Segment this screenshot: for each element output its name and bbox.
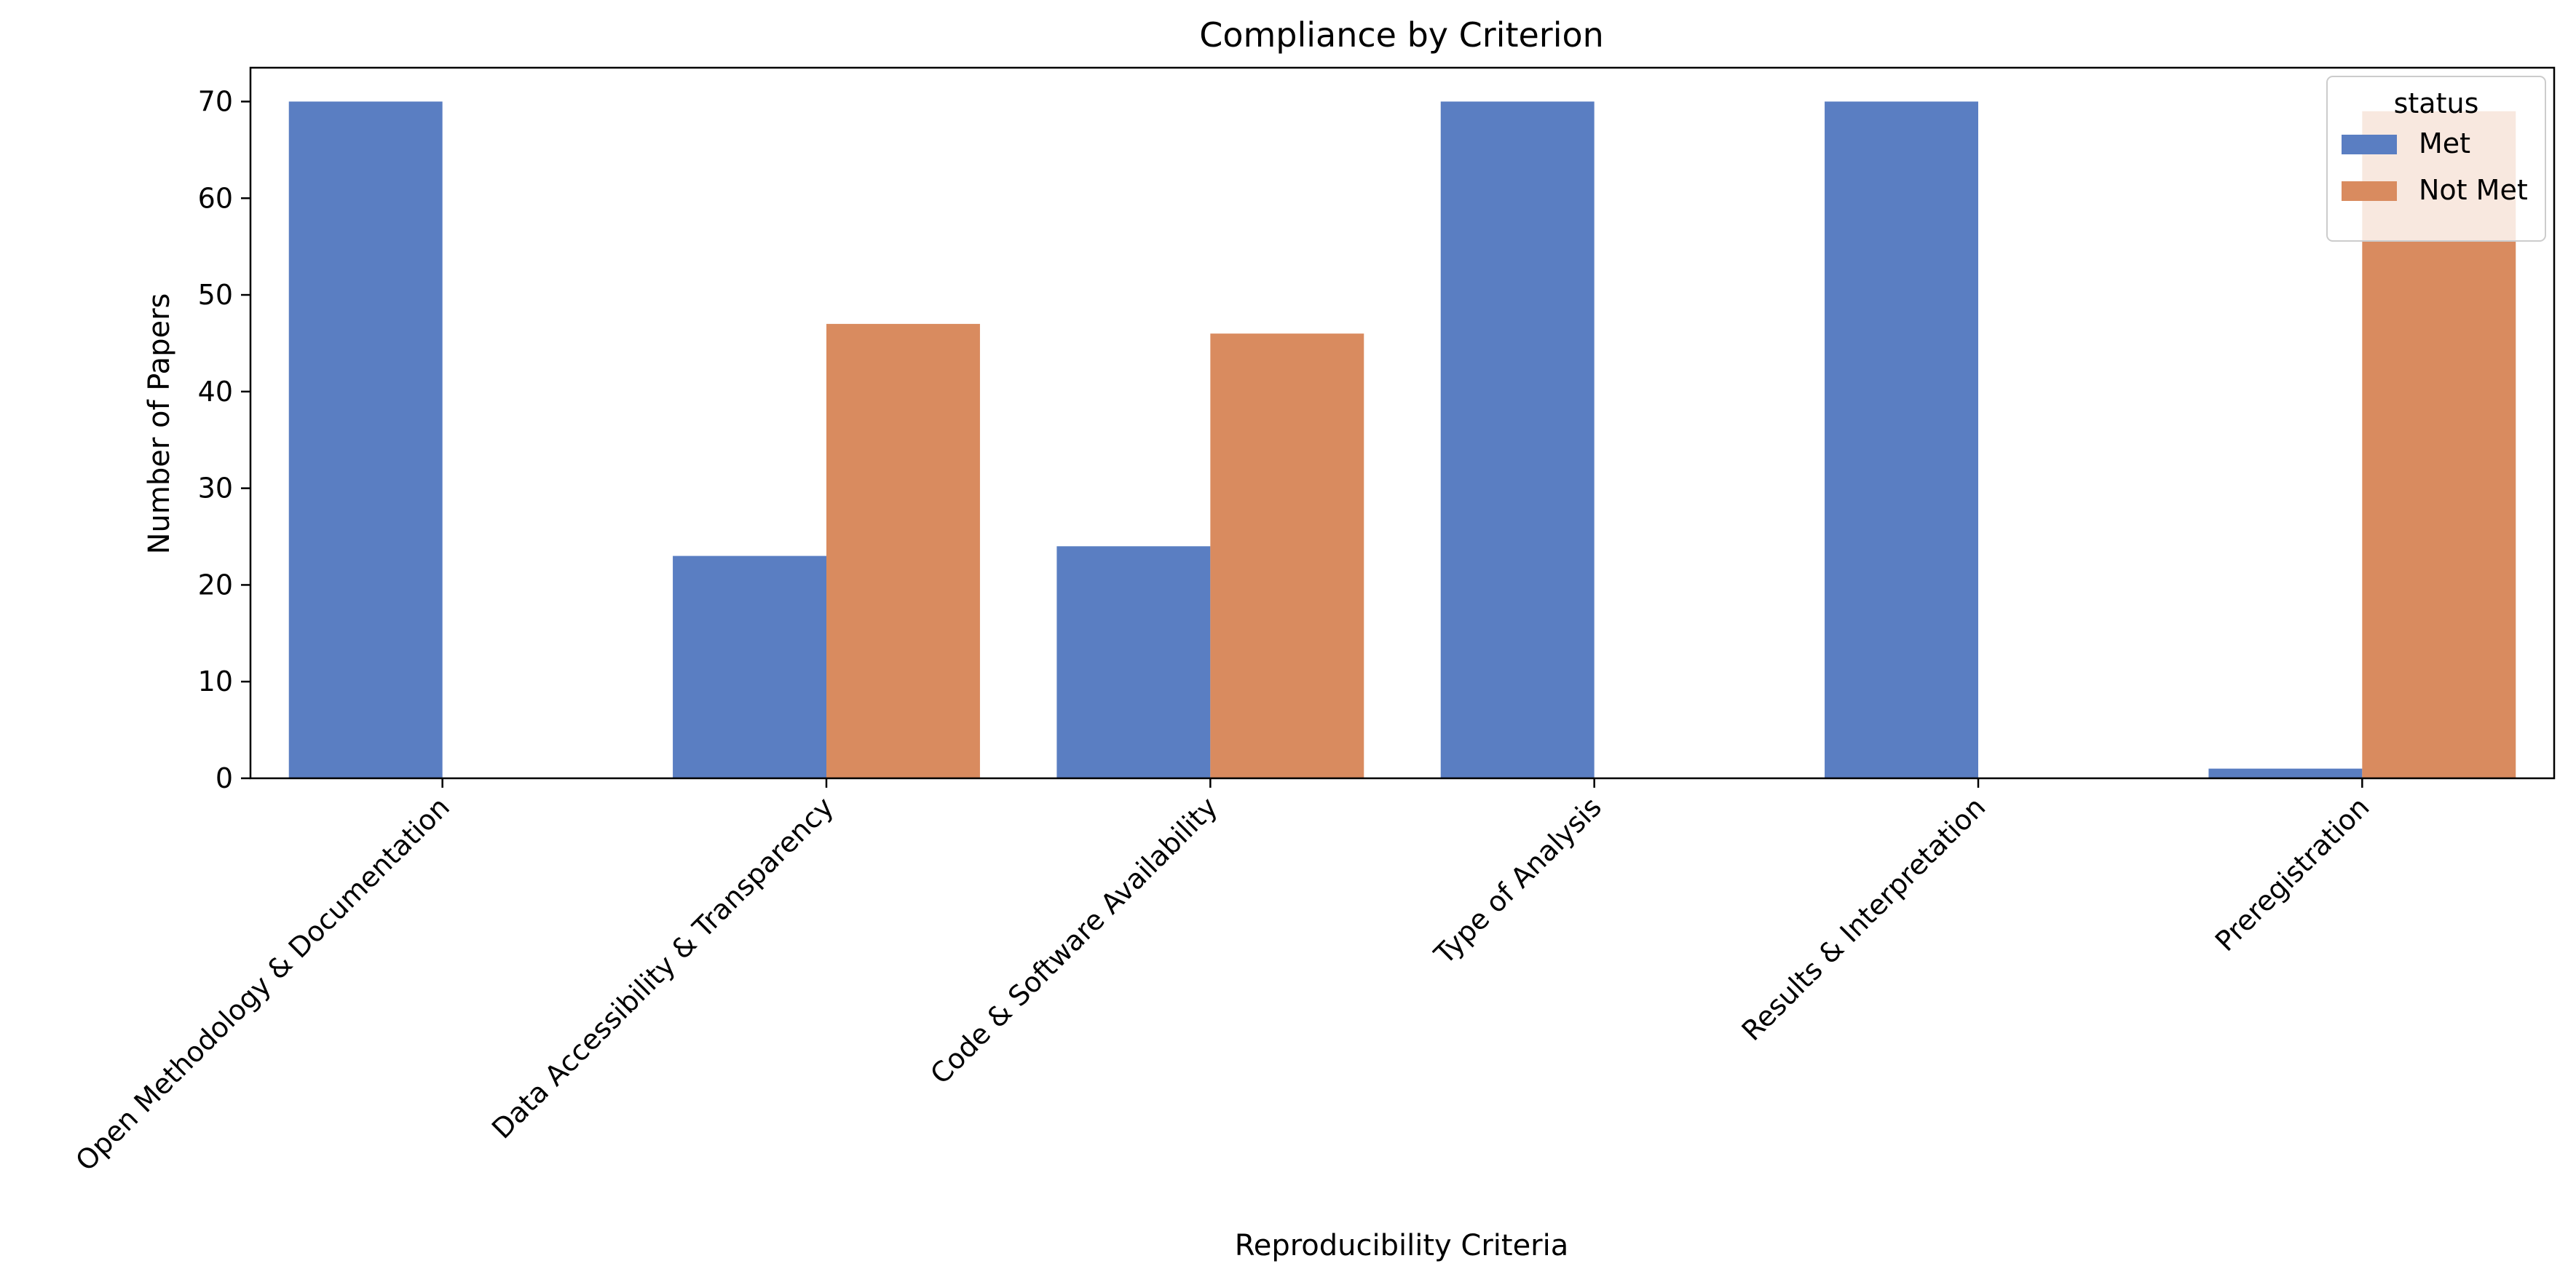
legend-label-met: Met [2419, 127, 2470, 159]
legend-swatch-met [2342, 135, 2397, 154]
y-tick-label: 70 [198, 85, 233, 117]
bar-not-met-2 [1210, 333, 1364, 779]
y-tick-label: 30 [198, 473, 233, 505]
bar-met-0 [288, 101, 443, 778]
chart-title: Compliance by Criterion [1199, 15, 1604, 55]
y-tick-label: 10 [198, 665, 233, 697]
y-tick-label: 0 [216, 762, 233, 794]
bar-met-3 [1440, 101, 1595, 778]
bar-met-2 [1056, 546, 1211, 778]
y-tick-label: 20 [198, 569, 233, 601]
bar-met-1 [673, 555, 826, 778]
axes-frame [249, 66, 2556, 780]
bar-met-5 [2208, 768, 2363, 778]
y-tick-label: 40 [198, 376, 233, 408]
legend: status Met Not Met [2326, 76, 2546, 242]
y-tick-label: 60 [198, 182, 233, 214]
legend-swatch-not-met [2342, 181, 2397, 201]
legend-title: status [2394, 87, 2479, 119]
bar-met-4 [1825, 101, 1978, 778]
bar-not-met-1 [826, 323, 980, 779]
y-axis-label: Number of Papers [143, 293, 176, 555]
legend-label-not-met: Not Met [2419, 174, 2528, 206]
x-axis-label: Reproducibility Criteria [1235, 1229, 1569, 1262]
y-tick-label: 50 [198, 279, 233, 311]
